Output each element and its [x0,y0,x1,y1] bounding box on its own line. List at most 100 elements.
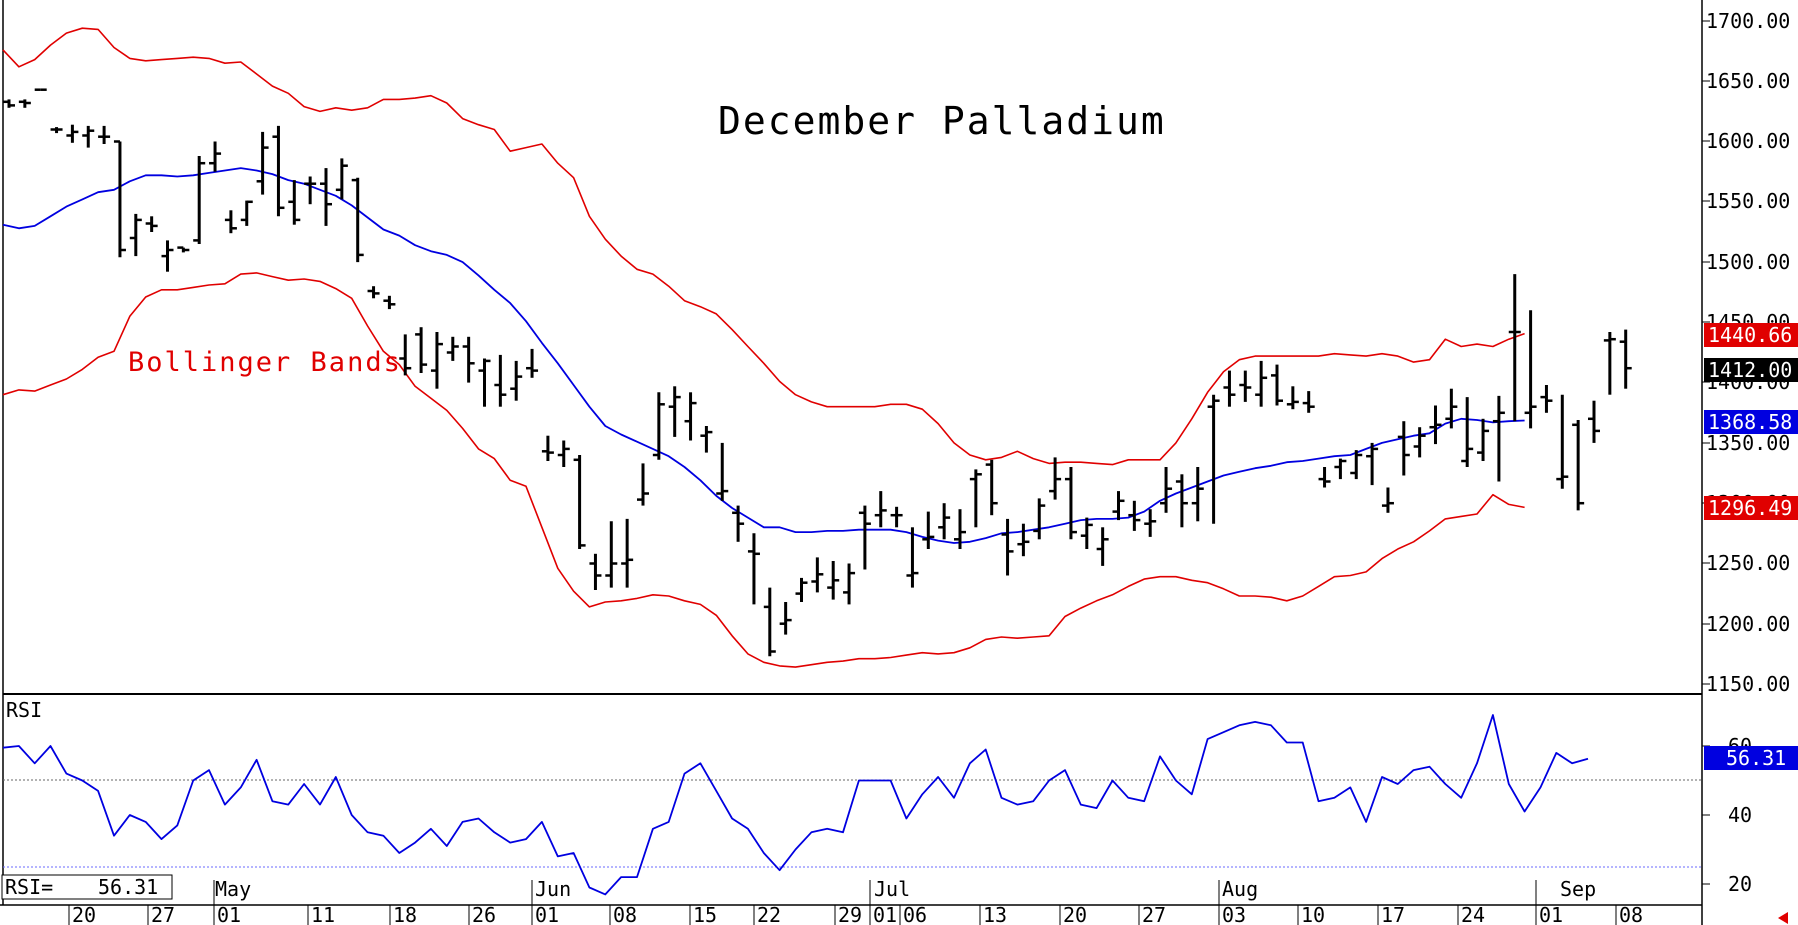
ohlc-bar [938,503,951,540]
ohlc-bar [98,125,111,144]
ohlc-bar [827,561,840,600]
ohlc-bar [177,246,190,253]
ohlc-bar [1366,442,1379,486]
time-axis: 20 27 01 11 18 26 01 08 15 22 29 01 06 1… [68,880,1643,925]
price-tick-label: 1500.00 [1706,250,1790,274]
ohlc-bar [1350,450,1363,480]
time-tick-label: 20 [72,903,96,925]
lower-band-badge-value: 1296.49 [1708,496,1792,520]
ohlc-bar [1239,370,1252,402]
ohlc-bars [3,88,1632,657]
ohlc-bar [858,505,871,570]
chart-title: December Palladium [718,99,1166,143]
ohlc-bar [1112,491,1125,521]
time-tick-label: 03 [1222,903,1246,925]
ohlc-bar [747,533,760,605]
price-tick-label: 1350.00 [1706,431,1790,455]
upper-band-badge-value: 1440.66 [1708,323,1792,347]
rsi-badge-box [1704,746,1798,770]
ohlc-bar [351,177,364,263]
time-tick-label: 24 [1461,903,1485,925]
ohlc-bar [1286,386,1299,410]
ohlc-bar [224,210,237,234]
ohlc-bar [383,295,396,310]
ohlc-bar [684,392,697,441]
month-label: Sep [1560,877,1596,901]
ohlc-bar [1477,418,1490,461]
middle-band-badge-value: 1368.58 [1708,410,1792,434]
month-label: May [215,877,251,901]
ohlc-bar [874,491,887,528]
time-tick-label: 27 [1142,903,1166,925]
price-tick-label: 1600.00 [1706,129,1790,153]
ohlc-bar [1191,467,1204,522]
rsi-readout: RSI= 56.31 [1,874,173,900]
ohlc-bar [1540,385,1553,413]
ohlc-bar [193,156,206,244]
middle-band-line [2,167,1525,544]
ohlc-bar [1508,274,1521,422]
ohlc-bar [18,99,31,108]
rsi-series-line [2,714,1589,896]
ohlc-bar [1556,394,1569,489]
ohlc-bar [510,360,523,401]
ohlc-bar [272,125,285,217]
ohlc-bar [1223,370,1236,407]
upper-band-line [2,27,1525,466]
scroll-right-arrow-icon[interactable] [1778,912,1788,924]
ohlc-bar [1461,397,1474,467]
close-price-badge: 1412.00 [1704,358,1798,382]
ohlc-bar [478,358,491,407]
ohlc-bar [1255,360,1268,407]
ohlc-bar [1049,457,1062,500]
ohlc-bar [763,587,776,657]
ohlc-bar [795,577,808,602]
time-tick-label: 20 [1063,903,1087,925]
bollinger-bands-annotation: Bollinger Bands [128,347,402,378]
ohlc-bar [589,553,602,590]
ohlc-bar [605,521,618,588]
ohlc-bar [1302,391,1315,413]
ohlc-bar [1413,427,1426,458]
ohlc-bar [1080,517,1093,549]
ohlc-bar [906,527,919,588]
rsi-readout-value: 56.31 [98,875,158,899]
ohlc-bar [240,200,253,226]
ohlc-bar [1160,467,1173,513]
ohlc-bar [415,327,428,373]
ohlc-bar [462,336,475,383]
ohlc-bar [668,386,681,437]
ohlc-bar [1001,518,1014,576]
time-tick-label: 01 [873,903,897,925]
upper-band-badge: 1440.66 [1704,323,1798,347]
ohlc-bar [209,141,222,172]
ohlc-bar [652,392,665,460]
ohlc-bar [82,125,95,148]
ohlc-bar [843,563,856,605]
rsi-readout-box [1,874,173,900]
rsi-badge-value: 56.31 [1726,746,1786,770]
ohlc-bar [288,180,301,225]
price-tick-label: 1550.00 [1706,189,1790,213]
bollinger-band-lines [2,27,1525,668]
middle-band-badge-box [1704,410,1798,434]
ohlc-bar [3,99,15,108]
close-price-badge-value: 1412.00 [1708,358,1792,382]
ohlc-bar [1603,332,1616,395]
ohlc-bar [1492,395,1505,482]
time-tick-label: 18 [393,903,417,925]
time-tick-label: 11 [311,903,335,925]
ohlc-bar [304,176,317,205]
price-axis: 1700.00 1650.00 1600.00 1550.00 1500.00 … [1702,9,1790,696]
month-label: Jun [535,877,571,901]
time-tick-label: 10 [1301,903,1325,925]
ohlc-bar [446,336,459,361]
ohlc-bar [161,240,174,272]
ohlc-bar [1318,467,1331,488]
ohlc-bar [526,348,539,378]
ohlc-bar [557,440,570,467]
ohlc-bar [573,455,586,549]
middle-band-badge: 1368.58 [1704,410,1798,434]
ohlc-bar [732,505,745,542]
